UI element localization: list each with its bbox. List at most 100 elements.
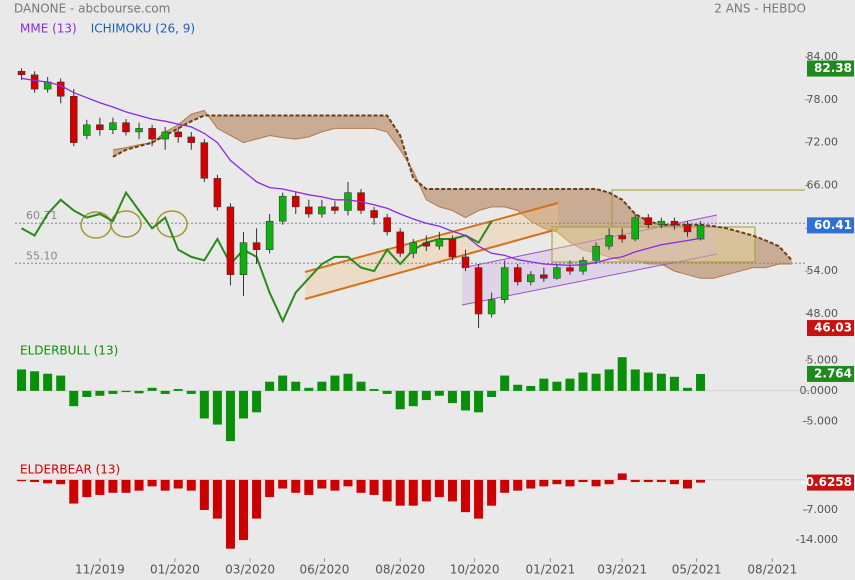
bar [408,479,418,506]
bar [630,479,640,483]
y-tick-label: 66.00 [807,178,839,191]
candle-body [344,192,352,211]
bar [147,479,157,487]
candle-body [318,206,326,215]
candle-body [553,267,561,279]
y-tick-label: 5.000 [807,353,839,366]
senkou-b [112,114,793,262]
bar [278,479,288,489]
candle-body [30,74,39,90]
bar [43,373,53,391]
candle-body [252,242,261,250]
candle-body [618,235,626,240]
bar [225,390,235,442]
candle-body [422,242,431,247]
candle-body [56,81,65,97]
bar [173,479,183,489]
bar [17,479,27,482]
x-tick-label: 11/2019 [75,563,125,577]
bar [696,373,706,391]
bar [343,373,353,391]
bar [121,390,131,393]
candle-body [592,245,600,261]
candle-body [96,124,104,131]
price-badge [807,365,854,382]
candle-body [461,256,470,268]
bar [134,479,144,491]
level-label: 60.71 [26,209,58,222]
bar [212,479,222,519]
price-badge [807,217,854,234]
y-tick-label: -7.000 [803,503,838,516]
bar [604,369,614,391]
candle-body [200,142,209,179]
bar [252,390,262,413]
bar [669,479,679,485]
candle-body [435,238,444,247]
bar [487,479,497,506]
bar [513,384,523,391]
bar [108,390,118,394]
price-badge-label: 2.764 [814,366,852,380]
candle-body [109,122,117,131]
bar [265,381,275,391]
trend-line [304,228,559,300]
candle-body [70,95,78,143]
ellipse [110,210,142,238]
candle-body [500,267,509,300]
bar [578,372,588,391]
panel-title: ELDERBEAR (13) [20,463,120,477]
bar [160,390,170,394]
bar [304,387,314,391]
bar [95,479,105,495]
bar [382,479,392,502]
x-tick-label: 03/2020 [225,563,275,577]
candle-body [213,178,222,208]
candle-body [291,195,300,208]
page-title: DANONE - abcbourse.com [14,2,170,16]
bar [225,479,235,549]
bar [147,387,157,391]
bar [356,479,366,493]
bar [291,479,301,493]
y-tick-label: 0.0000 [800,384,839,397]
candle-body [161,131,169,140]
x-tick-label: 01/2021 [525,563,575,577]
bar [578,479,588,483]
bar [539,479,549,487]
bar [212,390,222,425]
y-tick-label: 84.00 [807,50,839,63]
x-tick-label: 03/2021 [597,563,647,577]
bar [617,473,627,480]
y-tick-label: 78.00 [807,93,839,106]
bar [460,390,470,411]
y-tick-label: 48.00 [807,307,839,320]
bar [630,369,640,391]
bar [69,479,79,504]
bar [30,479,40,483]
bar [513,479,523,491]
x-tick-label: 08/2020 [375,563,425,577]
bar [317,479,327,489]
bar [69,390,79,407]
bar [643,479,653,483]
bar [121,479,131,493]
candle-body [278,195,287,222]
period: 2 ANS - HEBDO [714,2,806,16]
candle-body [487,299,496,315]
y-tick-label: -5.000 [803,415,838,428]
price-badge-label: -0.6258 [801,475,852,489]
price-badge-label: 60.41 [814,218,852,232]
candle-body [383,217,391,233]
legend-entry: MME (13) [20,22,77,36]
bar [526,385,536,391]
bar [434,390,444,396]
price-badge [807,320,854,337]
bar [82,390,92,397]
bar [82,479,92,498]
y-tick-label: 54.00 [807,264,839,277]
zone-line [611,189,805,227]
bar [186,479,196,491]
x-tick-label: 01/2020 [150,563,200,577]
bar [421,390,431,401]
